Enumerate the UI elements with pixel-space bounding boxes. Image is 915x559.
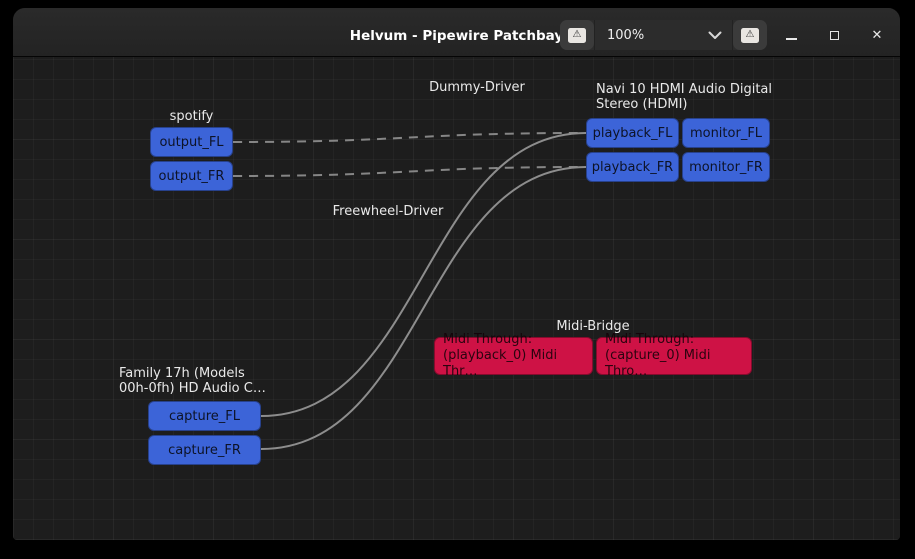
node-title-navi-hdmi: Navi 10 HDMI Audio Digital Stereo (HDMI) — [596, 82, 786, 112]
port-label: capture_FR — [168, 442, 241, 458]
port-capture_FR[interactable]: capture_FR — [148, 435, 261, 465]
port-playback_FR[interactable]: playback_FR — [586, 152, 679, 182]
port-label-line: (capture_0) Midi Thro… — [605, 348, 711, 379]
patchbay-canvas[interactable]: Dummy-Driver Freewheel-Driver spotify ou… — [13, 57, 900, 540]
helvum-window: Helvum - Pipewire Patchbay 100% — [13, 8, 900, 540]
titlebar[interactable]: Helvum - Pipewire Patchbay 100% — [13, 8, 900, 57]
link-output_FR-playback_FR[interactable] — [232, 166, 587, 177]
driver-label-freewheel: Freewheel-Driver — [332, 204, 444, 219]
port-output_FR[interactable]: output_FR — [150, 161, 233, 191]
maximize-icon — [829, 30, 839, 40]
node-title-line: Family 17h (Models — [119, 366, 245, 381]
minimize-button[interactable] — [782, 26, 800, 44]
port-playback_FL[interactable]: playback_FL — [586, 118, 679, 148]
port-monitor_FR[interactable]: monitor_FR — [682, 152, 770, 182]
zoom-controls: 100% — [560, 20, 767, 50]
node-title-line: 00h-0fh) HD Audio C… — [119, 381, 266, 396]
image-missing-icon — [568, 27, 586, 43]
image-missing-icon — [741, 27, 759, 43]
links-layer — [232, 132, 587, 450]
node-title-line: Stereo (HDMI) — [596, 97, 688, 112]
port-label: monitor_FL — [689, 125, 763, 141]
port-label-line: (playback_0) Midi Thr… — [443, 348, 558, 379]
port-label: output_FL — [159, 134, 224, 150]
port-midi-through-playback[interactable]: Midi Through: (playback_0) Midi Thr… — [434, 332, 593, 379]
port-output_FL[interactable]: output_FL — [150, 127, 233, 157]
port-monitor_FL[interactable]: monitor_FL — [682, 118, 770, 148]
zoom-level-dropdown[interactable]: 100% — [594, 20, 733, 50]
node-title-line: Navi 10 HDMI Audio Digital — [596, 82, 773, 97]
zoom-in-button[interactable] — [733, 20, 767, 50]
port-label-line: Midi Through: — [443, 332, 533, 347]
port-label: output_FR — [158, 168, 225, 184]
node-title-family-17h: Family 17h (Models 00h-0fh) HD Audio C… — [119, 366, 279, 396]
link-capture_FL-playback_FL[interactable] — [260, 132, 587, 417]
maximize-button[interactable] — [825, 26, 843, 44]
window-controls — [782, 26, 886, 44]
chevron-down-icon — [708, 31, 722, 40]
port-capture_FL[interactable]: capture_FL — [148, 401, 261, 431]
zoom-level-value: 100% — [607, 27, 645, 43]
close-button[interactable] — [868, 26, 886, 44]
node-title-spotify: spotify — [169, 109, 214, 124]
port-midi-through-capture[interactable]: Midi Through: (capture_0) Midi Thro… — [596, 332, 752, 379]
link-capture_FR-playback_FR[interactable] — [260, 166, 587, 450]
port-label-line: Midi Through: — [605, 332, 695, 347]
link-output_FL-playback_FL[interactable] — [232, 132, 587, 143]
port-label: playback_FL — [592, 125, 673, 141]
zoom-out-button[interactable] — [560, 20, 594, 50]
minimize-icon — [785, 38, 797, 40]
node-title-midi-bridge: Midi-Bridge — [556, 319, 630, 334]
port-label: capture_FL — [169, 408, 240, 424]
driver-label-dummy: Dummy-Driver — [429, 80, 525, 95]
port-label: monitor_FR — [689, 159, 763, 175]
port-label: playback_FR — [591, 159, 674, 175]
